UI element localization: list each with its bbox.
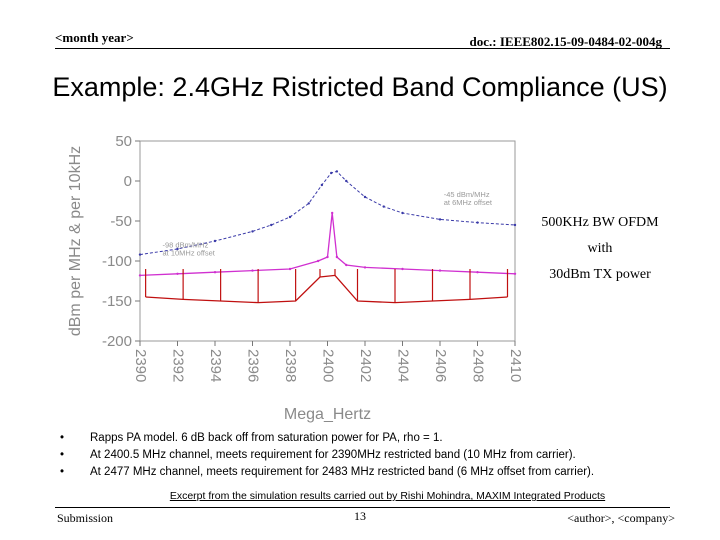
header-divider bbox=[55, 48, 670, 49]
y-tick-label: 0 bbox=[124, 173, 132, 190]
bullet-item: • At 2477 MHz channel, meets requirement … bbox=[60, 464, 700, 481]
data-point bbox=[251, 269, 254, 272]
bullet-dot: • bbox=[60, 466, 65, 478]
data-point bbox=[438, 269, 442, 272]
data-point bbox=[326, 255, 329, 259]
data-point bbox=[288, 267, 292, 271]
data-point bbox=[138, 253, 142, 256]
chart-annotation: at 6MHz offset bbox=[444, 198, 493, 207]
x-tick-label: 2394 bbox=[207, 349, 224, 382]
data-point bbox=[213, 239, 217, 243]
y-tick-label: -50 bbox=[110, 213, 132, 230]
x-tick-label: 2406 bbox=[432, 349, 449, 382]
data-point bbox=[401, 211, 404, 215]
page-number: 13 bbox=[354, 509, 366, 523]
y-tick-label: 50 bbox=[115, 133, 132, 150]
x-tick-label: 2390 bbox=[132, 349, 149, 382]
data-point bbox=[476, 221, 479, 224]
x-tick-label: 2402 bbox=[357, 349, 374, 382]
data-point bbox=[345, 179, 348, 183]
data-point bbox=[307, 202, 310, 205]
data-point bbox=[316, 259, 320, 263]
x-tick-label: 2410 bbox=[507, 349, 524, 382]
footer-submission: Submission bbox=[57, 511, 114, 525]
data-point bbox=[213, 271, 217, 274]
series-line bbox=[145, 274, 508, 304]
footer-author: <author>, <company> bbox=[567, 511, 675, 525]
data-point bbox=[513, 272, 517, 275]
data-point bbox=[176, 247, 179, 251]
x-tick-label: 2408 bbox=[470, 349, 487, 382]
data-point bbox=[330, 211, 334, 215]
data-point bbox=[176, 272, 179, 275]
data-point bbox=[363, 195, 367, 199]
bullet-text: At 2400.5 MHz channel, meets requirement… bbox=[90, 449, 576, 461]
spectrum-chart: 2390 2392 2394 2396 2398 2400 2402 2404 2406 2408… bbox=[67, 133, 524, 423]
header-doc-id: doc.: IEEE802.15-09-0484-02-004g bbox=[469, 34, 662, 49]
side-note-line-3: 30dBm TX power bbox=[549, 267, 651, 282]
header-date: <month year> bbox=[55, 30, 134, 45]
data-point bbox=[438, 218, 442, 221]
side-note-line-2: with bbox=[587, 241, 613, 256]
y-axis-label: dBm per MHz & per 10kHz bbox=[67, 146, 84, 336]
bullet-item: • Rapps PA model. 6 dB back off from satu… bbox=[60, 430, 700, 447]
bullet-text: Rapps PA model. 6 dB back off from satur… bbox=[90, 432, 443, 444]
data-point bbox=[513, 223, 517, 227]
data-point bbox=[363, 266, 367, 269]
data-point bbox=[138, 274, 142, 277]
data-point bbox=[320, 183, 324, 187]
side-note-line-1: 500KHz BW OFDM bbox=[541, 215, 659, 230]
side-note: 500KHz BW OFDM with 30dBm TX power bbox=[520, 210, 680, 288]
data-point bbox=[330, 171, 333, 175]
x-tick-label: 2398 bbox=[282, 349, 299, 382]
bullet-item: • At 2400.5 MHz channel, meets requiremen… bbox=[60, 447, 700, 464]
x-axis-label: Mega_Hertz bbox=[284, 406, 371, 423]
data-point bbox=[251, 230, 254, 233]
data-point bbox=[401, 267, 404, 271]
chart-annotation: at 10MHz offset bbox=[163, 248, 216, 257]
x-tick-label: 2396 bbox=[245, 349, 262, 382]
x-tick-label: 2392 bbox=[170, 349, 187, 382]
bullet-dot: • bbox=[60, 449, 65, 461]
data-point bbox=[288, 215, 292, 219]
data-point bbox=[270, 223, 273, 227]
bullet-list: • Rapps PA model. 6 dB back off from satu… bbox=[60, 430, 700, 481]
data-point bbox=[382, 205, 385, 208]
data-point bbox=[476, 271, 479, 274]
data-point bbox=[345, 263, 348, 267]
x-tick-label: 2400 bbox=[320, 349, 337, 382]
y-tick-label: -200 bbox=[102, 333, 132, 350]
excerpt-credit: Excerpt from the simulation results carr… bbox=[169, 490, 606, 502]
bullet-dot: • bbox=[60, 432, 65, 444]
data-point bbox=[335, 255, 339, 259]
chart-annotation: -45 dBm/MHz bbox=[444, 190, 490, 199]
x-tick-label: 2404 bbox=[395, 349, 412, 382]
chart-annotation: -98 dBm/MHz bbox=[163, 240, 209, 249]
bullet-text: At 2477 MHz channel, meets requirement f… bbox=[90, 466, 595, 478]
y-tick-label: -150 bbox=[102, 293, 132, 310]
data-point bbox=[335, 170, 339, 173]
y-tick-label: -100 bbox=[102, 253, 132, 270]
footer-divider bbox=[55, 507, 670, 508]
slide-title: Example: 2.4GHz Ristricted Band Complian… bbox=[52, 72, 668, 102]
